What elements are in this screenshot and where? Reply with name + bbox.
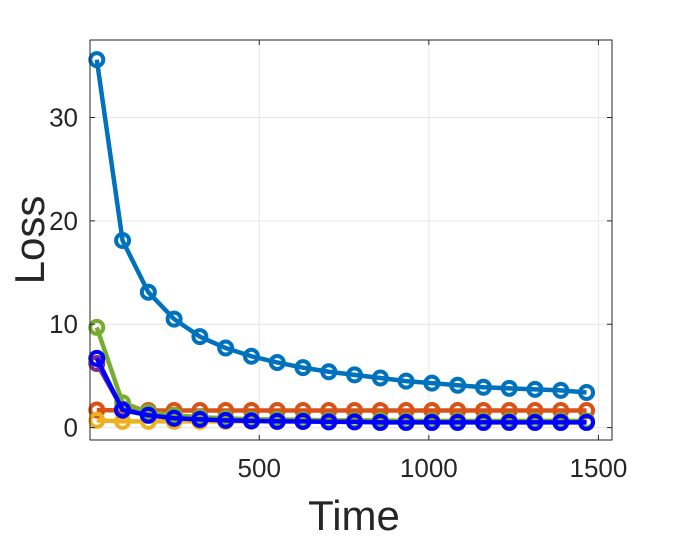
data-point [397, 413, 415, 431]
data-point [217, 411, 235, 429]
data-point [268, 353, 286, 371]
data-point [449, 413, 467, 431]
data-point [474, 378, 492, 396]
series-5 [88, 349, 596, 431]
data-point [423, 413, 441, 431]
x-tick-label: 500 [238, 453, 281, 483]
data-point [165, 310, 183, 328]
data-point [268, 402, 286, 420]
data-point [552, 413, 570, 431]
data-point [165, 409, 183, 427]
series-line [94, 357, 587, 425]
y-tick-label: 20 [49, 206, 78, 236]
data-point [320, 413, 338, 431]
x-tick-label: 1500 [570, 453, 628, 483]
data-point [191, 410, 209, 428]
data-point [346, 413, 364, 431]
data-point [371, 369, 389, 387]
data-point [294, 412, 312, 430]
data-point [294, 359, 312, 377]
data-point [114, 401, 132, 419]
data-point [139, 283, 157, 301]
data-point [268, 412, 286, 430]
series-layer [88, 51, 596, 431]
data-point [346, 366, 364, 384]
data-point [526, 413, 544, 431]
data-point [371, 413, 389, 431]
y-tick-label: 30 [49, 103, 78, 133]
data-point [242, 402, 260, 420]
data-point [294, 402, 312, 420]
data-point [500, 379, 518, 397]
y-axis-label: Loss [6, 196, 53, 285]
data-point [526, 380, 544, 398]
data-point [500, 413, 518, 431]
data-point [114, 232, 132, 250]
x-axis-label: Time [308, 492, 400, 539]
data-point [397, 372, 415, 390]
data-point [578, 383, 596, 401]
y-tick-label: 0 [64, 413, 78, 443]
data-point [139, 406, 157, 424]
y-tick-label: 10 [49, 309, 78, 339]
axes-frame [89, 39, 613, 441]
data-point [578, 413, 596, 431]
data-point [217, 339, 235, 357]
data-point [449, 376, 467, 394]
x-tick-label: 1000 [400, 453, 458, 483]
data-point [423, 374, 441, 392]
plot-frame [89, 39, 613, 441]
data-point [552, 381, 570, 399]
data-point [320, 363, 338, 381]
data-point [242, 412, 260, 430]
data-point [191, 328, 209, 346]
data-point [242, 347, 260, 365]
tick-labels: 500 1000 1500 0 10 20 30 [49, 103, 627, 483]
data-point [474, 413, 492, 431]
